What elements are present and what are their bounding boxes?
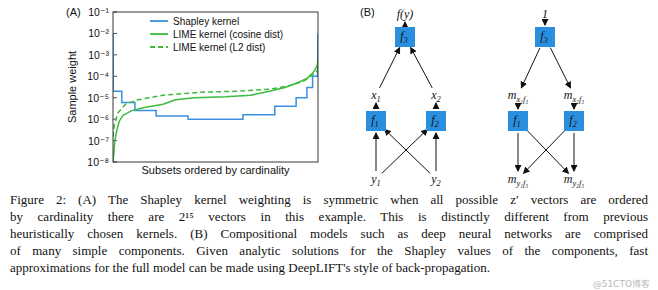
series-line bbox=[113, 61, 318, 162]
node-label: f2 bbox=[569, 113, 577, 129]
plot-frame bbox=[113, 12, 318, 162]
function-box bbox=[508, 111, 528, 131]
function-box bbox=[366, 111, 386, 131]
series-line bbox=[113, 70, 318, 137]
edge-arrow bbox=[436, 133, 437, 171]
legend-label: LIME kernel (cosine dist) bbox=[173, 29, 283, 40]
node-label: my₂f₃ bbox=[564, 172, 585, 188]
node-label: x1 bbox=[370, 88, 381, 104]
caption: Figure 2: (A) The Shapley kernel weighti… bbox=[10, 191, 648, 276]
function-box bbox=[426, 111, 446, 131]
series-line bbox=[113, 33, 318, 119]
node-label: mx₂f₃ bbox=[564, 88, 585, 104]
edge-arrow bbox=[385, 129, 431, 173]
function-box bbox=[535, 27, 555, 47]
function-box bbox=[395, 27, 415, 47]
node-label-sub: 1 bbox=[377, 95, 381, 104]
node-label-sub: 2 bbox=[435, 120, 439, 129]
node-label: y2 bbox=[430, 172, 441, 188]
node-label-sub: 2 bbox=[573, 120, 577, 129]
node-label-sub: 1 bbox=[517, 120, 521, 129]
y-tick-label: 10⁻⁶ bbox=[87, 113, 109, 125]
node-label-sub: 1 bbox=[377, 179, 381, 188]
edge-arrow bbox=[518, 133, 519, 171]
caption-line: Figure 2: (A) The Shapley kernel weighti… bbox=[10, 191, 648, 208]
y-tick-label: 10⁻⁷ bbox=[88, 135, 109, 147]
node-label-sub: 3 bbox=[543, 36, 548, 45]
series-group bbox=[113, 33, 318, 162]
y-tick-label: 10⁻² bbox=[88, 27, 109, 39]
graph: 1f3mx₁f₃mx₂f₃f1f2my₁f₃my₂f₃ bbox=[508, 7, 585, 188]
panel-label: (B) bbox=[360, 6, 375, 18]
node-label-sub: 2 bbox=[437, 179, 441, 188]
edge-arrow bbox=[380, 48, 400, 88]
graph: f(y) f3 x1 x2 f1 f2 y1 y2 bbox=[366, 7, 446, 188]
caption-line: by cardinality there are 2¹⁵ vectors in … bbox=[10, 208, 648, 225]
legend-swatch bbox=[150, 46, 168, 48]
node-label-sub: x₂f₃ bbox=[571, 95, 584, 104]
edge-arrow bbox=[521, 48, 540, 88]
legend-swatch bbox=[150, 33, 168, 35]
caption-line: of many simple components. Given analyti… bbox=[10, 242, 648, 259]
node-label: f1 bbox=[513, 113, 521, 129]
node-label-main: m bbox=[508, 88, 517, 102]
node-label: f3 bbox=[540, 29, 548, 45]
watermark: @51CTO博客 bbox=[593, 278, 650, 290]
node-label: x2 bbox=[430, 88, 441, 104]
node-label: f(y) bbox=[397, 7, 414, 21]
y-axis-label: Sample weight bbox=[66, 51, 78, 123]
panel-label: (A) bbox=[66, 6, 81, 18]
node-label-sub: y₂f₃ bbox=[571, 179, 584, 188]
node-label-sub: 3 bbox=[403, 36, 408, 45]
edge-arrow bbox=[574, 133, 575, 171]
y-tick-label: 10⁻⁸ bbox=[87, 156, 109, 168]
node-label-main: m bbox=[564, 172, 573, 186]
edge-arrow bbox=[411, 48, 433, 88]
edge-arrow bbox=[382, 129, 428, 173]
caption-line: heuristically chosen kernels. (B) Compos… bbox=[10, 225, 648, 242]
y-tick-label: 10⁻⁵ bbox=[87, 92, 109, 104]
edge-arrow bbox=[545, 22, 546, 25]
legend-label: Shapley kernel bbox=[173, 16, 239, 27]
edge-arrow bbox=[376, 133, 377, 171]
node-label-sub: 1 bbox=[375, 120, 379, 129]
node-label-sub: y₁f₃ bbox=[515, 179, 528, 188]
edge-arrow bbox=[524, 130, 566, 174]
node-label-main: m bbox=[564, 88, 573, 102]
edge-arrow bbox=[405, 22, 406, 25]
edge-arrow bbox=[526, 130, 568, 174]
node-label-main: m bbox=[508, 172, 517, 186]
caption-line: approximations for the full model can be… bbox=[10, 259, 648, 276]
y-tick-label: 10⁻³ bbox=[88, 49, 109, 61]
function-box bbox=[564, 111, 584, 131]
edge-arrow bbox=[550, 48, 570, 88]
legend-swatch bbox=[150, 20, 168, 22]
node-label: f2 bbox=[431, 113, 439, 129]
y-tick bbox=[113, 97, 117, 98]
y-tick-label: 10⁻⁴ bbox=[87, 70, 109, 82]
figure: (A) 10⁻¹ 10⁻² 10⁻³ 10⁻⁴ 10⁻⁵ 10⁻⁶ 10⁻⁷ 10⁻⁸ Sampl… bbox=[0, 0, 658, 190]
y-tick-label: 10⁻¹ bbox=[88, 6, 109, 18]
x-axis-label: Subsets ordered by cardinality bbox=[142, 164, 290, 176]
node-label-sub: x₁f₃ bbox=[515, 95, 528, 104]
node-label: y1 bbox=[370, 172, 381, 188]
node-label: 1 bbox=[542, 7, 548, 21]
node-label: mx₁f₃ bbox=[508, 88, 529, 104]
legend-label: LIME kernel (L2 dist) bbox=[173, 42, 265, 53]
node-label: my₁f₃ bbox=[508, 172, 529, 188]
node-label-sub: 2 bbox=[437, 95, 441, 104]
node-label: f3 bbox=[400, 29, 408, 45]
node-label: f1 bbox=[371, 113, 379, 129]
